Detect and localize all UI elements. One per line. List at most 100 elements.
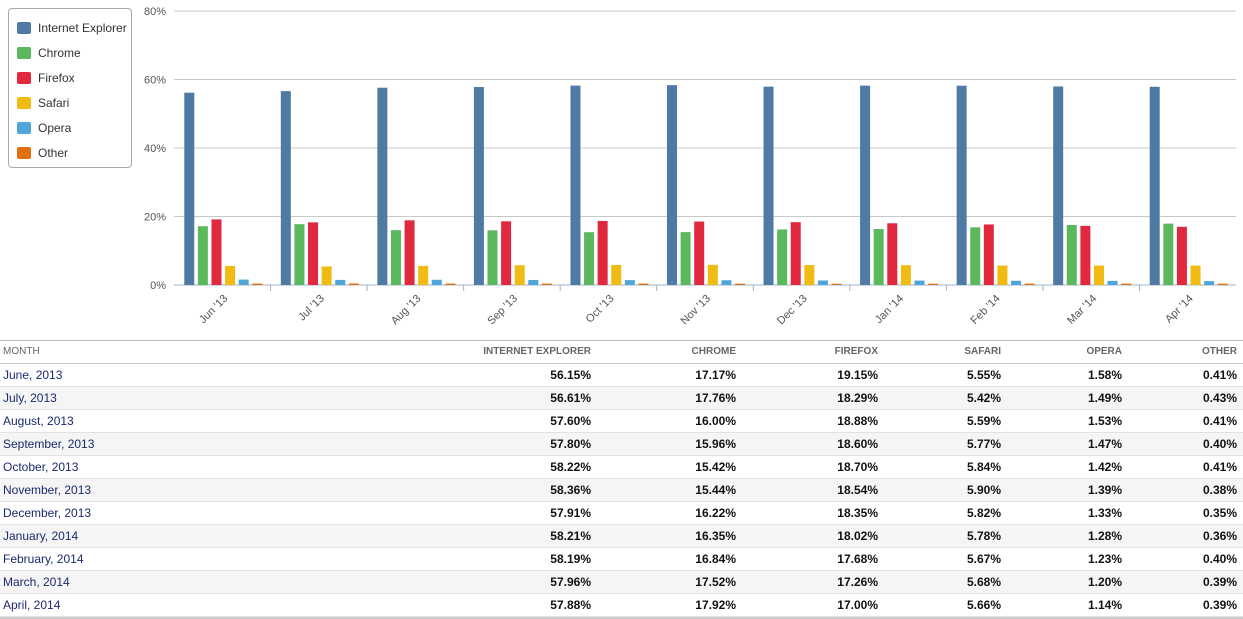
bar-internet-explorer[interactable] — [956, 85, 967, 285]
bar-chrome[interactable] — [680, 232, 691, 285]
bar-chrome[interactable] — [970, 227, 981, 285]
legend-item-opera[interactable]: Opera — [9, 115, 131, 140]
bar-safari[interactable] — [900, 265, 911, 285]
legend-item-safari[interactable]: Safari — [9, 90, 131, 115]
bar-chrome[interactable] — [197, 226, 208, 285]
bar-opera[interactable] — [1107, 280, 1118, 285]
bar-firefox[interactable] — [308, 222, 319, 285]
x-tick-label: Feb '14 — [969, 293, 1003, 327]
bar-other[interactable] — [1121, 283, 1132, 285]
bar-other[interactable] — [1024, 283, 1035, 285]
legend-swatch — [17, 146, 31, 159]
bar-firefox[interactable] — [887, 223, 898, 285]
bar-opera[interactable] — [335, 279, 346, 285]
bar-firefox[interactable] — [1080, 225, 1091, 285]
bar-firefox[interactable] — [597, 220, 608, 285]
bar-opera[interactable] — [914, 280, 925, 285]
table-row[interactable]: December, 2013 57.91% 16.22% 18.35% 5.82% 1.3… — [0, 501, 1243, 524]
bar-opera[interactable] — [1011, 280, 1022, 285]
bar-other[interactable] — [735, 283, 745, 285]
bar-firefox[interactable] — [694, 221, 705, 285]
bar-safari[interactable] — [804, 265, 815, 285]
legend-item-other[interactable]: Other — [9, 140, 131, 165]
month-cell: November, 2013 — [3, 482, 92, 497]
bar-opera[interactable] — [721, 280, 732, 285]
bar-other[interactable] — [831, 283, 842, 285]
bar-chrome[interactable] — [1163, 223, 1174, 285]
bar-opera[interactable] — [238, 279, 249, 285]
bar-internet-explorer[interactable] — [570, 85, 581, 285]
table-row[interactable]: July, 2013 56.61% 17.76% 18.29% 5.42% 1.49% 0.… — [0, 386, 1243, 409]
bar-safari[interactable] — [418, 265, 429, 285]
table-row[interactable]: October, 2013 58.22% 15.42% 18.70% 5.84% 1.42… — [0, 455, 1243, 478]
bar-safari[interactable] — [321, 266, 332, 285]
bar-safari[interactable] — [707, 264, 718, 285]
col-header-other[interactable]: OTHER — [1202, 346, 1237, 358]
bar-internet-explorer[interactable] — [860, 85, 871, 285]
table-row[interactable]: April, 2014 57.88% 17.92% 17.00% 5.66% 1.14% 0… — [0, 593, 1243, 616]
table-row[interactable]: June, 2013 56.15% 17.17% 19.15% 5.55% 1.58% 0.… — [0, 363, 1243, 386]
bar-chrome[interactable] — [584, 232, 595, 285]
bar-other[interactable] — [928, 283, 939, 285]
col-header-month[interactable]: MONTH — [3, 346, 40, 358]
bar-firefox[interactable] — [404, 220, 415, 285]
legend-item-internet-explorer[interactable]: Internet Explorer — [9, 15, 131, 40]
bar-internet-explorer[interactable] — [473, 87, 484, 285]
share-cell: 17.17% — [695, 367, 736, 382]
bar-safari[interactable] — [514, 265, 525, 285]
bar-safari[interactable] — [611, 264, 622, 285]
bar-opera[interactable] — [817, 280, 828, 285]
bar-internet-explorer[interactable] — [184, 92, 195, 285]
bar-chrome[interactable] — [873, 229, 884, 285]
share-cell: 16.35% — [695, 528, 736, 543]
share-cell: 17.92% — [695, 597, 736, 612]
bar-firefox[interactable] — [501, 221, 512, 285]
bar-firefox[interactable] — [1176, 226, 1187, 285]
bar-other[interactable] — [252, 283, 263, 285]
share-cell: 5.59% — [966, 413, 1001, 428]
bar-internet-explorer[interactable] — [1053, 86, 1064, 285]
bar-internet-explorer[interactable] — [377, 87, 388, 285]
table-row[interactable]: February, 2014 58.19% 16.84% 17.68% 5.67% 1.2… — [0, 547, 1243, 570]
col-header-safari[interactable]: SAFARI — [964, 346, 1001, 358]
bar-internet-explorer[interactable] — [280, 91, 291, 285]
bar-chrome[interactable] — [1066, 224, 1077, 285]
share-cell: 15.44% — [695, 482, 736, 497]
share-cell: 58.22% — [550, 459, 591, 474]
table-row[interactable]: August, 2013 57.60% 16.00% 18.88% 5.59% 1.53%… — [0, 409, 1243, 432]
bar-opera[interactable] — [1204, 281, 1215, 285]
bar-other[interactable] — [1217, 283, 1228, 285]
col-header-opera[interactable]: OPERA — [1086, 346, 1122, 358]
bar-other[interactable] — [638, 283, 649, 285]
table-row[interactable]: March, 2014 57.96% 17.52% 17.26% 5.68% 1.20% 0… — [0, 570, 1243, 593]
bar-safari[interactable] — [997, 265, 1008, 285]
bar-other[interactable] — [348, 283, 359, 285]
legend-item-firefox[interactable]: Firefox — [9, 65, 131, 90]
bar-safari[interactable] — [1093, 265, 1104, 285]
bar-chrome[interactable] — [294, 224, 305, 285]
bar-internet-explorer[interactable] — [667, 85, 677, 285]
bar-opera[interactable] — [431, 279, 442, 285]
legend-item-chrome[interactable]: Chrome — [9, 40, 131, 65]
bar-internet-explorer[interactable] — [763, 86, 774, 285]
bar-chrome[interactable] — [777, 229, 788, 285]
col-header-ie[interactable]: INTERNET EXPLORER — [483, 346, 591, 358]
bar-internet-explorer[interactable] — [1149, 86, 1160, 285]
bar-chrome[interactable] — [390, 230, 401, 285]
bar-opera[interactable] — [528, 279, 539, 285]
table-row[interactable]: September, 2013 57.80% 15.96% 18.60% 5.77% 1.… — [0, 432, 1243, 455]
table-row[interactable]: November, 2013 58.36% 15.44% 18.54% 5.90% 1.3… — [0, 478, 1243, 501]
bar-safari[interactable] — [1190, 265, 1201, 285]
bar-other[interactable] — [445, 283, 456, 285]
col-header-chrome[interactable]: CHROME — [691, 346, 736, 358]
col-header-firefox[interactable]: FIREFOX — [834, 346, 878, 358]
bar-firefox[interactable] — [790, 222, 801, 285]
bar-safari[interactable] — [225, 265, 236, 285]
data-table-container: MONTH INTERNET EXPLORER CHROME FIREFOX S… — [0, 340, 1243, 619]
bar-chrome[interactable] — [487, 230, 498, 285]
bar-firefox[interactable] — [211, 219, 222, 285]
bar-other[interactable] — [541, 283, 552, 285]
table-row[interactable]: January, 2014 58.21% 16.35% 18.02% 5.78% 1.28… — [0, 524, 1243, 547]
bar-firefox[interactable] — [983, 224, 994, 285]
bar-opera[interactable] — [624, 280, 635, 285]
